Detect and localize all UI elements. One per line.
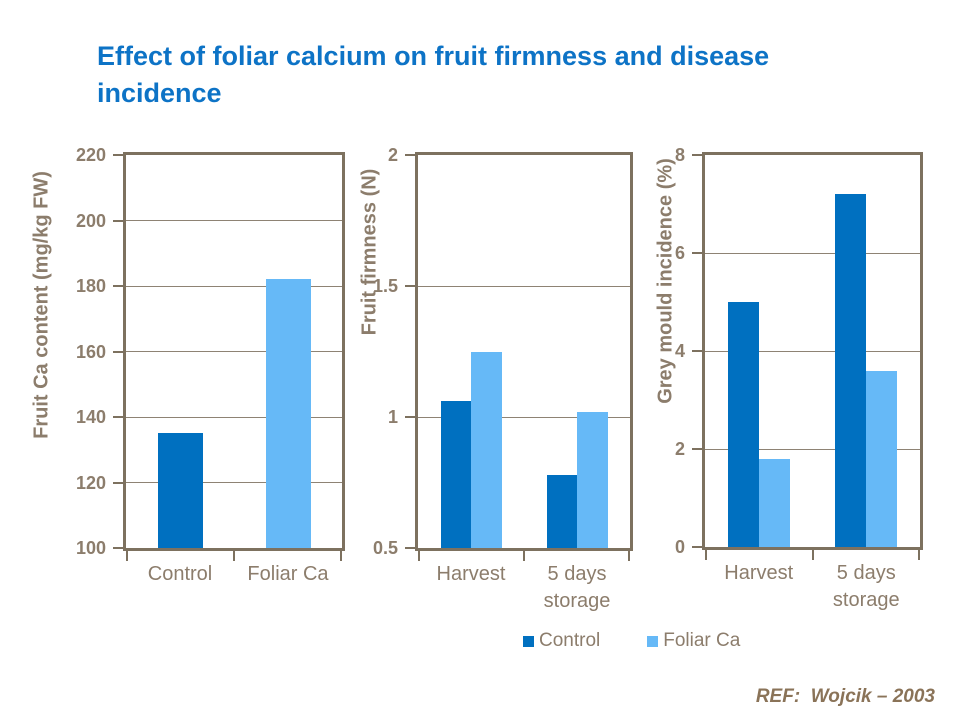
gridline-180 (126, 285, 342, 287)
y-tick-6 (692, 252, 702, 254)
legend-label-control: Control (539, 630, 601, 651)
legend-label-foliar-ca: Foliar Ca (663, 630, 741, 651)
category-label-5-days-storage: 5 days storage (543, 563, 611, 612)
bar-foliar-ca-5-days-storage (866, 370, 898, 547)
y-tick-220 (113, 154, 123, 156)
y-tick-label-1: 1 (387, 407, 398, 427)
y-tick-label-2: 2 (674, 439, 685, 459)
category-label-harvest: Harvest (724, 562, 794, 584)
y-tick-label-0: 0 (674, 537, 685, 557)
chart-grey-mould-incidence: 0 2 4 6 8 Harvest 5 days storage (675, 145, 923, 611)
x-tick-1 (811, 550, 814, 560)
y-tick-label-2: 2 (387, 145, 398, 165)
y-tick-label-160: 160 (75, 341, 106, 362)
chart-fruit-ca-content: 100 120 140 160 180 200 220 Control Foliar Ca (76, 145, 345, 585)
category-label-control: Control (147, 563, 213, 585)
y-tick-label-220: 220 (75, 145, 106, 165)
y-tick-label-200: 200 (75, 210, 106, 231)
reference-text: REF: Wojcik – 2003 (755, 686, 935, 707)
y-tick-4 (692, 350, 702, 352)
category-label-harvest: Harvest (436, 563, 506, 585)
category-label-foliar-ca: Foliar Ca (247, 563, 329, 585)
y-tick-8 (692, 154, 702, 156)
y-tick-160 (113, 350, 123, 353)
bar-control-control (157, 433, 203, 548)
bar-control-harvest (440, 401, 471, 548)
bar-control-5-days-storage (546, 474, 577, 548)
slide-title-line-1: Effect of foliar calcium on fruit firmne… (97, 41, 770, 71)
y-tick-label-0-5: 0.5 (372, 538, 398, 558)
slide-title: Effect of foliar calcium on fruit firmne… (97, 38, 769, 112)
legend-item-control: Control (523, 630, 600, 652)
y-tick-1-5 (405, 285, 415, 287)
x-tick-2 (628, 551, 630, 561)
bar-control-5-days-storage (835, 194, 867, 547)
y-tick-label-1-5: 1.5 (372, 276, 398, 296)
slide-title-line-2: incidence (97, 78, 222, 108)
legend-swatch-foliar-ca (647, 635, 659, 647)
chart-fruit-firmness: 0.5 1 1.5 2 Harvest 5 days storage (373, 145, 633, 612)
bar-foliar-ca-harvest (758, 458, 790, 547)
y-tick-200 (113, 219, 123, 222)
y-tick-2 (692, 448, 702, 450)
y-tick-label-100: 100 (75, 538, 106, 558)
y-tick-1 (405, 416, 415, 418)
gridline-1 (418, 416, 630, 418)
gridline-2 (705, 448, 920, 450)
legend-item-foliar-ca: Foliar Ca (647, 630, 740, 652)
y-tick-140 (113, 416, 123, 418)
x-tick-0 (705, 550, 707, 560)
y-tick-label-8: 8 (674, 145, 685, 165)
chart-legend: Control Foliar Ca (523, 630, 740, 652)
y-tick-100 (113, 547, 123, 549)
gridline-140 (126, 416, 342, 418)
gridline-120 (126, 482, 342, 483)
y-tick-label-180: 180 (75, 276, 106, 296)
category-label-5-days-storage: 5 days storage (832, 562, 900, 611)
x-tick-1 (233, 551, 235, 561)
legend-swatch-control (523, 635, 534, 647)
x-tick-2 (918, 550, 920, 560)
bar-control-harvest (727, 302, 759, 547)
bar-foliar-ca-harvest (471, 351, 502, 548)
y-tick-label-4: 4 (674, 341, 685, 361)
y-tick-2 (405, 154, 415, 156)
bar-foliar-ca-5-days-storage (577, 411, 608, 548)
gridline-1-5 (418, 285, 630, 287)
y-tick-label-6: 6 (674, 243, 685, 263)
y-tick-label-140: 140 (75, 407, 106, 427)
y-tick-0 (692, 546, 702, 548)
y-tick-label-120: 120 (75, 472, 106, 493)
bar-foliar-ca-foliar-ca (265, 279, 311, 548)
x-tick-1 (523, 551, 525, 561)
y-tick-0-5 (405, 547, 415, 549)
y-tick-120 (113, 481, 123, 484)
y-axis-title-fruit-firmness: Fruit firmness (N) (358, 168, 381, 336)
y-tick-180 (113, 285, 123, 287)
y-axis-title-grey-mould-incidence: Grey mould incidence (%) (654, 158, 677, 404)
gridline-160 (126, 351, 342, 352)
gridline-6 (705, 252, 920, 254)
x-tick-2 (340, 551, 342, 561)
gridline-4 (705, 350, 920, 352)
x-tick-0 (418, 551, 420, 561)
x-tick-0 (126, 551, 128, 561)
gridline-200 (126, 220, 342, 221)
